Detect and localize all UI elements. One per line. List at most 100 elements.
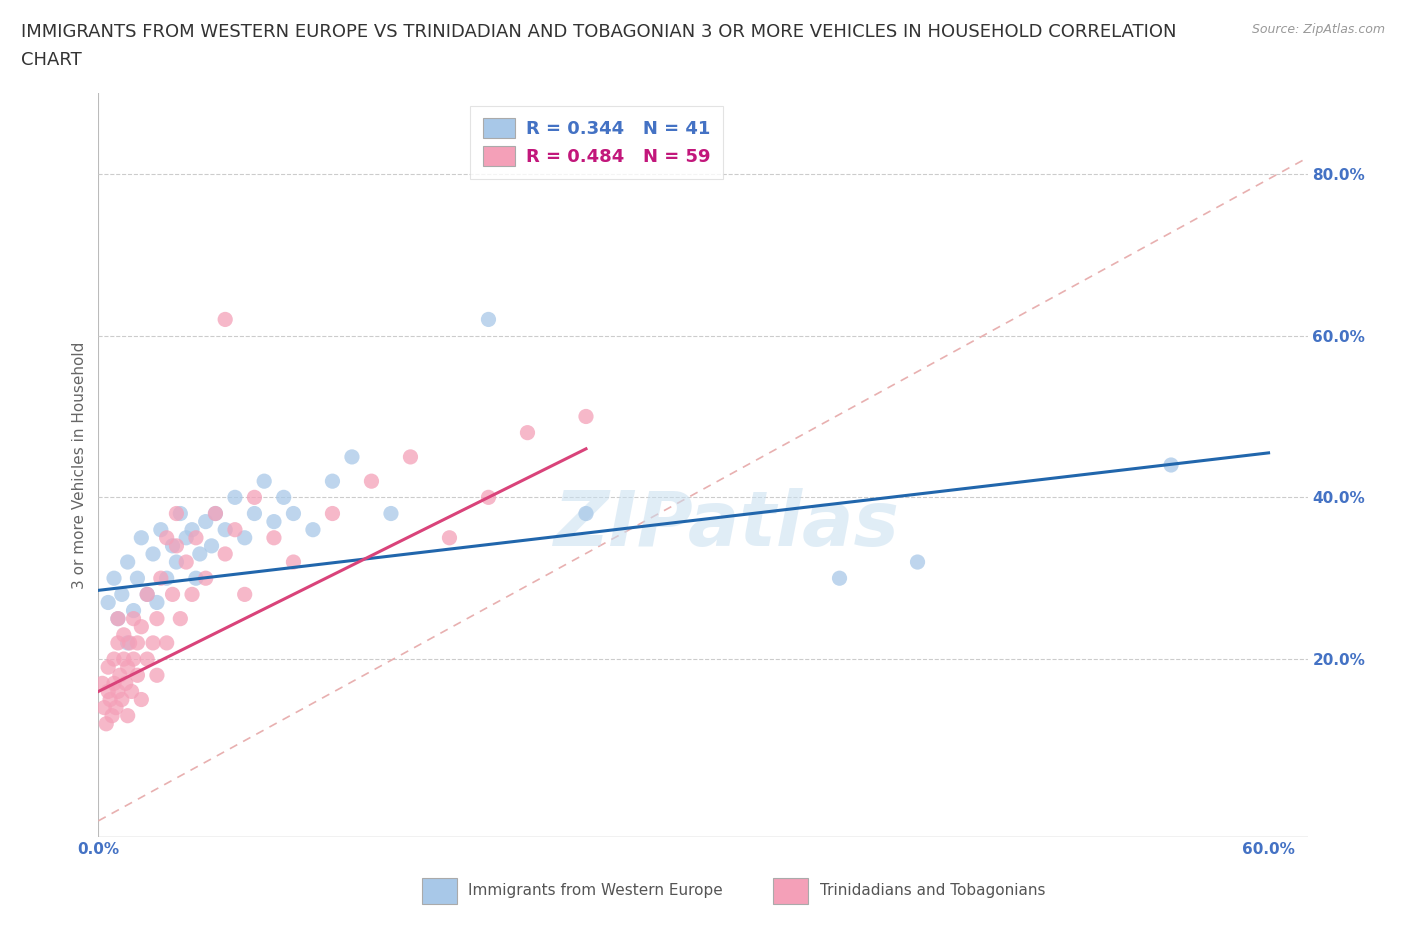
Point — [111, 587, 134, 602]
Point — [97, 595, 120, 610]
Text: Trinidadians and Tobagonians: Trinidadians and Tobagonians — [820, 884, 1045, 898]
Point — [321, 473, 343, 488]
Point — [204, 506, 226, 521]
Point — [117, 554, 139, 569]
Point — [136, 652, 159, 667]
Point — [283, 554, 305, 569]
Point — [97, 684, 120, 698]
Point — [174, 554, 197, 569]
Point — [302, 523, 325, 538]
Point — [184, 530, 207, 545]
Point — [214, 523, 236, 538]
Point — [146, 668, 169, 683]
Point — [103, 571, 125, 586]
Point — [174, 530, 197, 545]
Point — [214, 312, 236, 326]
Point — [169, 611, 191, 626]
Point — [107, 611, 129, 626]
Point — [224, 490, 246, 505]
Point — [200, 538, 222, 553]
Point — [146, 611, 169, 626]
Point — [156, 635, 179, 650]
Point — [122, 604, 145, 618]
Text: ZIPatlas: ZIPatlas — [554, 487, 900, 562]
Point — [107, 635, 129, 650]
Point — [107, 684, 129, 698]
Point — [165, 538, 187, 553]
Point — [149, 523, 172, 538]
Legend: R = 0.344   N = 41, R = 0.484   N = 59: R = 0.344 N = 41, R = 0.484 N = 59 — [470, 106, 723, 179]
Point — [107, 611, 129, 626]
Point — [263, 514, 285, 529]
Text: CHART: CHART — [21, 51, 82, 69]
Point — [224, 523, 246, 538]
Text: Source: ZipAtlas.com: Source: ZipAtlas.com — [1251, 23, 1385, 36]
Point — [117, 659, 139, 674]
Point — [108, 668, 131, 683]
Point — [1160, 458, 1182, 472]
Point — [142, 547, 165, 562]
Point — [103, 676, 125, 691]
Point — [131, 619, 153, 634]
Point — [98, 692, 121, 707]
Point — [188, 547, 211, 562]
Point — [156, 530, 179, 545]
Point — [516, 425, 538, 440]
Text: Immigrants from Western Europe: Immigrants from Western Europe — [468, 884, 723, 898]
Point — [439, 530, 461, 545]
Point — [118, 635, 141, 650]
Point — [340, 449, 363, 464]
Point — [321, 506, 343, 521]
Point — [104, 700, 127, 715]
Point — [117, 635, 139, 650]
Point — [575, 506, 598, 521]
Point — [131, 692, 153, 707]
Point — [91, 676, 114, 691]
Point — [117, 709, 139, 724]
Point — [96, 716, 118, 731]
Point — [194, 514, 217, 529]
Point — [114, 676, 136, 691]
Point — [131, 530, 153, 545]
Point — [101, 709, 124, 724]
Point — [93, 700, 115, 715]
Point — [828, 571, 851, 586]
Point — [112, 628, 135, 643]
Point — [156, 571, 179, 586]
Point — [162, 538, 184, 553]
Point — [112, 652, 135, 667]
Point — [169, 506, 191, 521]
Point — [399, 449, 422, 464]
Point — [165, 506, 187, 521]
Text: IMMIGRANTS FROM WESTERN EUROPE VS TRINIDADIAN AND TOBAGONIAN 3 OR MORE VEHICLES : IMMIGRANTS FROM WESTERN EUROPE VS TRINID… — [21, 23, 1177, 41]
Point — [263, 530, 285, 545]
Point — [283, 506, 305, 521]
Point — [477, 490, 499, 505]
Point — [146, 595, 169, 610]
Point — [273, 490, 295, 505]
Point — [136, 587, 159, 602]
Point — [360, 473, 382, 488]
Point — [181, 523, 204, 538]
Point — [907, 554, 929, 569]
Point — [380, 506, 402, 521]
Point — [162, 587, 184, 602]
Point — [142, 635, 165, 650]
Point — [233, 530, 256, 545]
Y-axis label: 3 or more Vehicles in Household: 3 or more Vehicles in Household — [72, 341, 87, 589]
Point — [136, 587, 159, 602]
Point — [149, 571, 172, 586]
Point — [477, 312, 499, 326]
Point — [575, 409, 598, 424]
Point — [103, 652, 125, 667]
Point — [184, 571, 207, 586]
Point — [121, 684, 143, 698]
Point — [243, 490, 266, 505]
Point — [181, 587, 204, 602]
Point — [122, 611, 145, 626]
Point — [194, 571, 217, 586]
Point — [214, 547, 236, 562]
Point — [127, 668, 149, 683]
Point — [204, 506, 226, 521]
Point — [97, 659, 120, 674]
